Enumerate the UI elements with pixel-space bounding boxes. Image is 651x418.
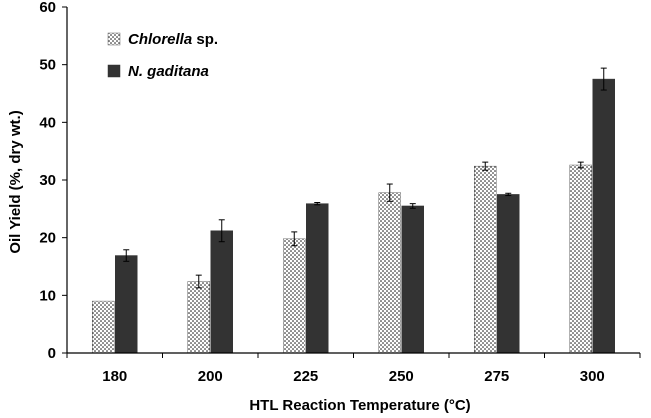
bar-ngaditana-180 (115, 255, 138, 354)
axes-layer: 0 10 20 30 40 50 60 180 200 225 250 275 300 (39, 0, 641, 385)
x-tick-label-225: 225 (293, 368, 318, 385)
bars-layer (92, 67, 615, 354)
bar-chlorella-300 (569, 164, 592, 354)
bar-ngaditana-200 (210, 230, 233, 354)
y-tick-label-20: 20 (39, 230, 56, 247)
y-tick-label-50: 50 (39, 57, 56, 74)
y-tick-label-60: 60 (39, 0, 56, 16)
legend-label-0: Chlorella sp. (128, 31, 218, 48)
x-tick-label-300: 300 (580, 368, 605, 385)
legend-label-1: N. gaditana (128, 63, 209, 80)
bar-chlorella-250 (378, 192, 401, 354)
bar-chlorella-225 (283, 238, 306, 354)
bar-chlorella-200 (187, 281, 210, 354)
bar-ngaditana-300 (592, 78, 615, 354)
legend-swatch-1 (107, 64, 121, 78)
y-tick-label-0: 0 (48, 345, 56, 362)
y-tick-label-40: 40 (39, 114, 56, 131)
y-tick-label-10: 10 (39, 287, 56, 304)
x-tick-label-250: 250 (389, 368, 414, 385)
legend: Chlorella sp. N. gaditana (107, 31, 218, 80)
x-axis-title: HTL Reaction Temperature (°C) (249, 397, 470, 414)
bar-ngaditana-275 (497, 194, 520, 354)
bar-ngaditana-250 (401, 205, 424, 354)
bar-chlorella-180 (92, 300, 115, 354)
bar-ngaditana-225 (306, 203, 329, 354)
y-tick-label-30: 30 (39, 172, 56, 189)
x-tick-label-275: 275 (484, 368, 509, 385)
bar-chlorella-275 (474, 165, 497, 354)
legend-swatch-0 (107, 32, 121, 46)
y-axis-title: Oil Yield (%, dry wt.) (7, 110, 24, 253)
x-tick-label-180: 180 (102, 368, 127, 385)
x-tick-label-200: 200 (198, 368, 223, 385)
